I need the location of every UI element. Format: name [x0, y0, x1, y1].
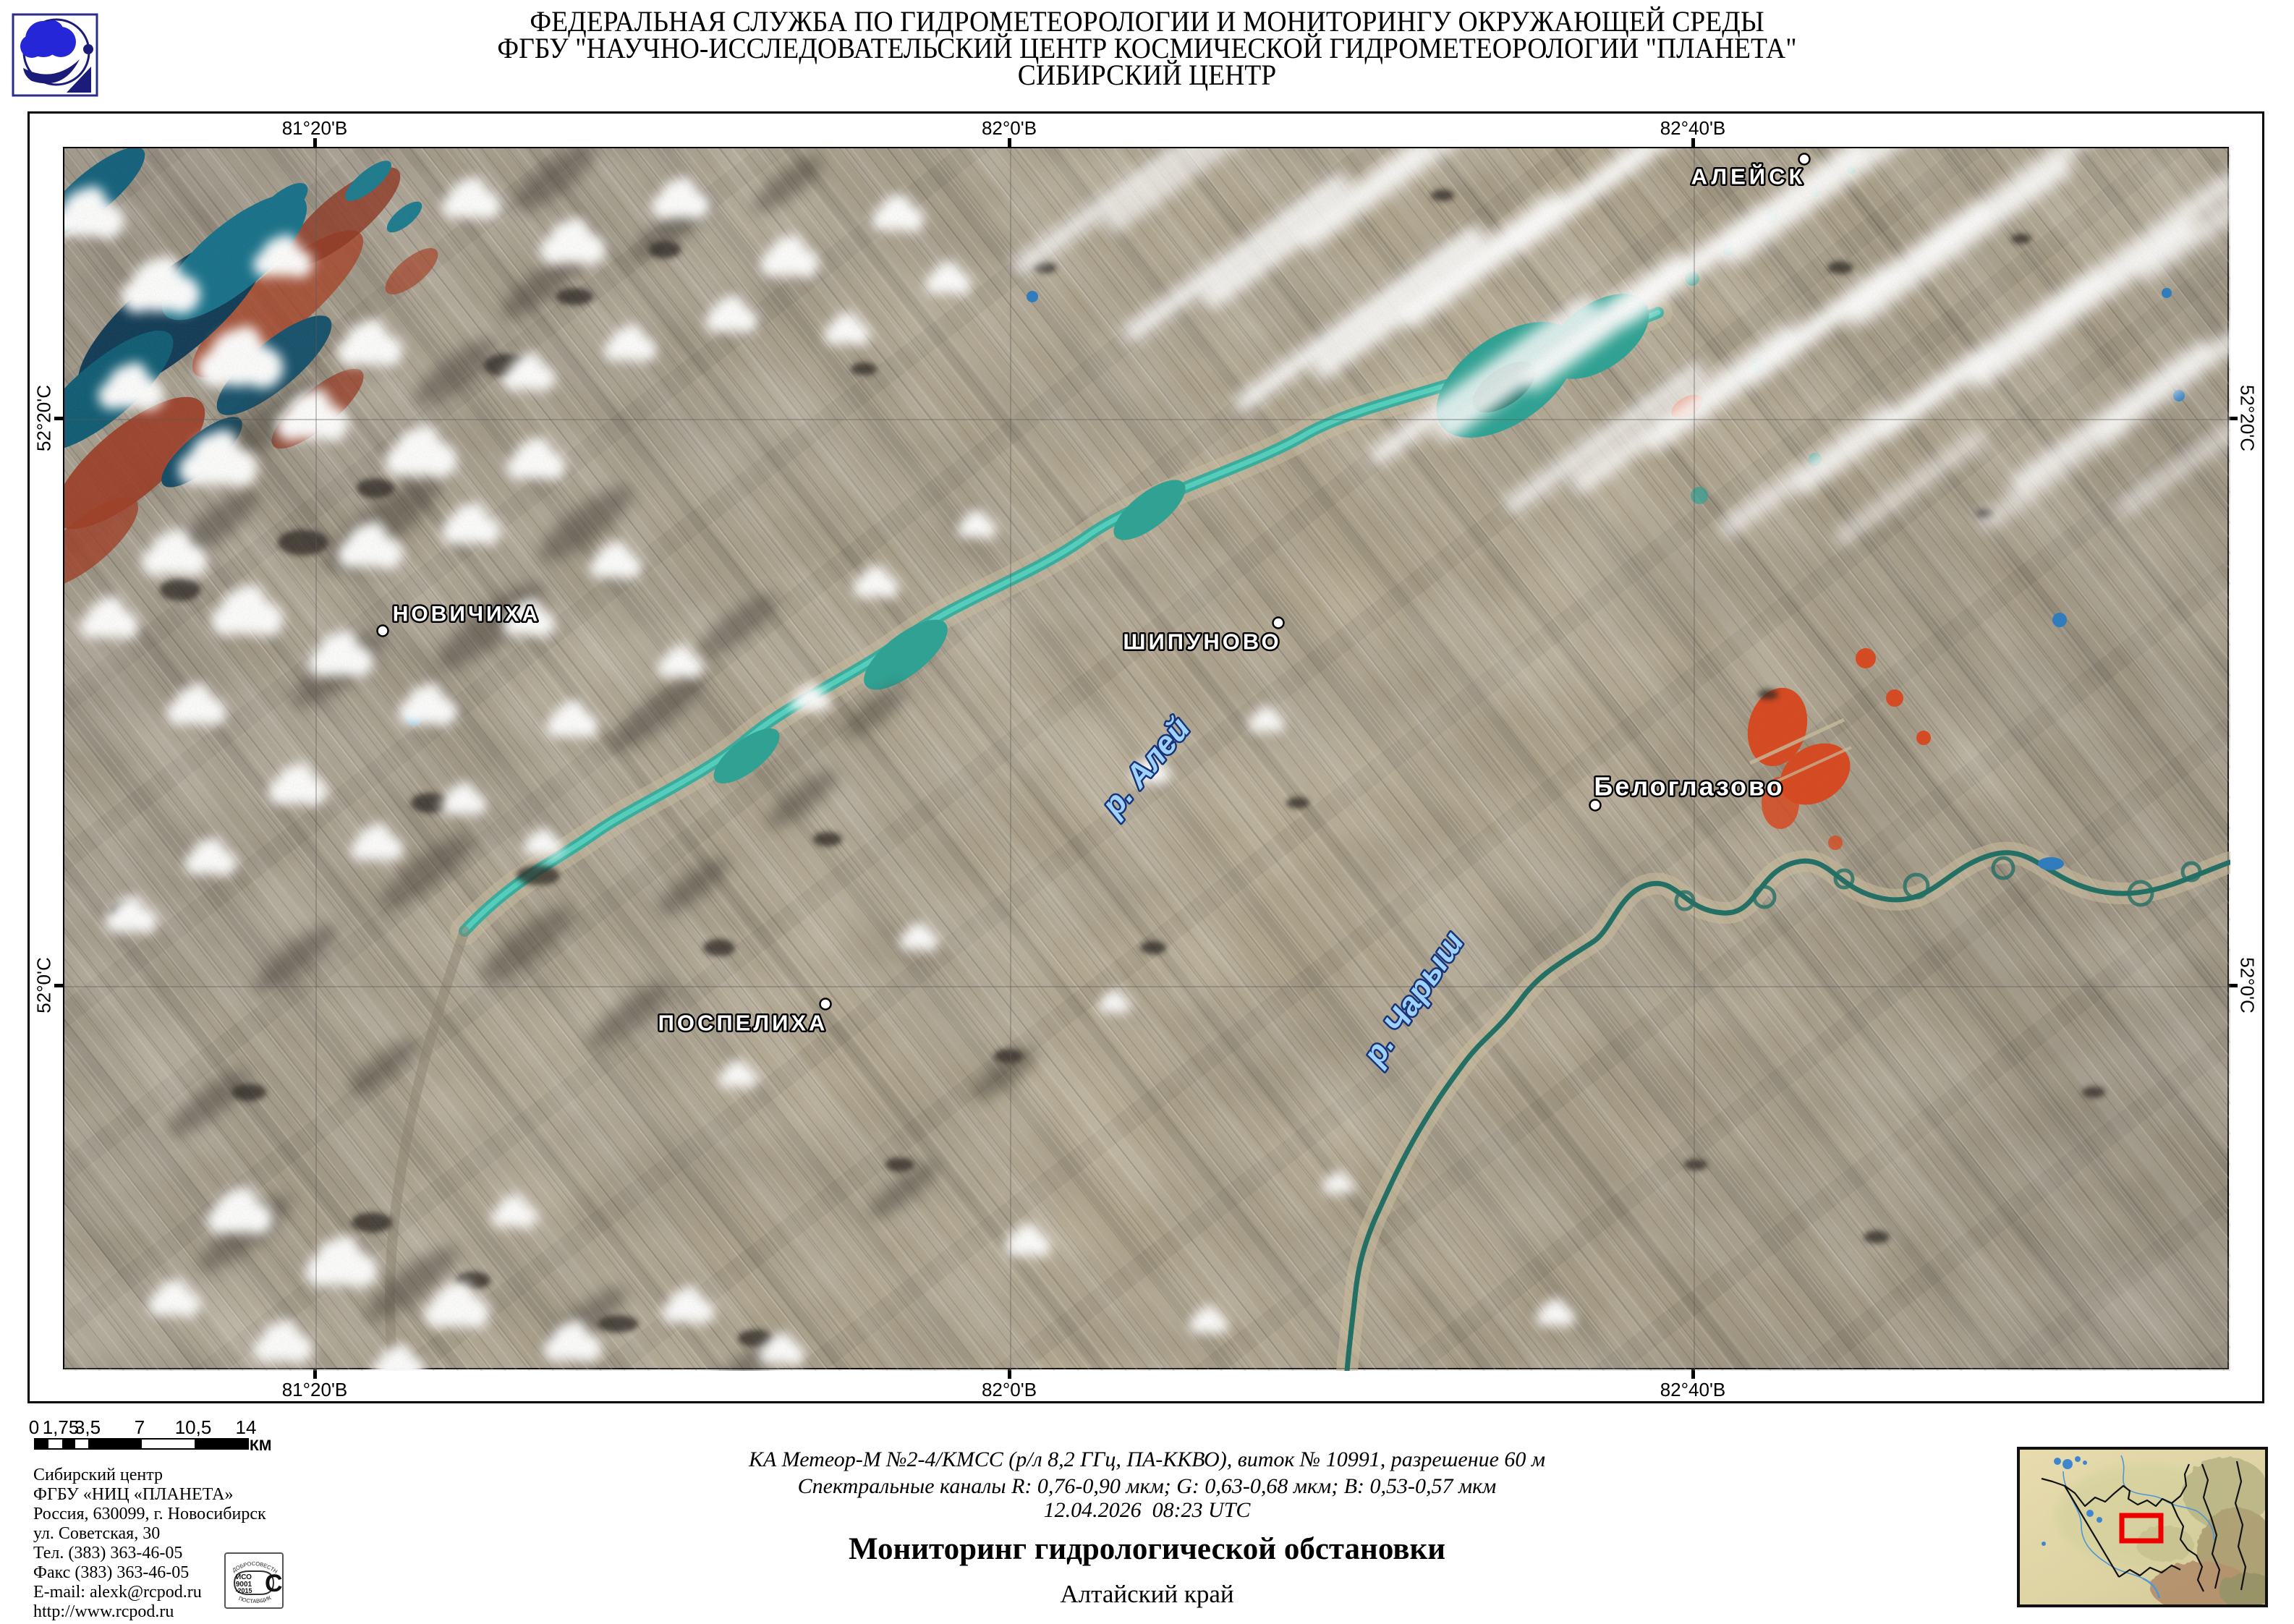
scalebar-label: 7: [134, 1416, 145, 1438]
city-label-shipunovo: ШИПУНОВО: [1123, 629, 1281, 655]
tick: [1691, 138, 1695, 147]
planeta-logo: [12, 13, 98, 97]
contact-website: http://www.rcpod.ru: [33, 1602, 174, 1621]
city-label-novichikha: НОВИЧИХА: [393, 603, 541, 626]
iso-badge: ДОБРОСОВЕСТНЫЙ ПОСТАВЩИК ИСО 9001 -2015 …: [224, 1552, 284, 1609]
scalebar-label: 14: [235, 1416, 257, 1438]
org-line-2: ФГБУ "НАУЧНО-ИССЛЕДОВАТЕЛЬСКИЙ ЦЕНТР КОС…: [497, 32, 1797, 64]
city-marker-aleysk: [1798, 153, 1811, 166]
tick: [1008, 138, 1011, 147]
badge-iso: ИСО: [236, 1573, 252, 1581]
inset-location-map: [2017, 1447, 2277, 1612]
inset-map-graphic: [2020, 1450, 2277, 1612]
tick: [2229, 984, 2238, 987]
city-markers: [376, 153, 1811, 1011]
satellite-overlay: АЛЕЙСК НОВИЧИХА ШИПУНОВО Белоглазово ПОС…: [64, 148, 2230, 1371]
org-line-3: СИБИРСКИЙ ЦЕНТР: [1017, 59, 1277, 91]
lat-label-left-1: 52°20'С: [33, 385, 55, 451]
region-name: Алтайский край: [1060, 1580, 1234, 1608]
scalebar-label: 0: [28, 1416, 40, 1438]
area-of-interest-rect: [2119, 1513, 2164, 1544]
contact-block: Сибирский центр ФГБУ «НИЦ «ПЛАНЕТА» Росс…: [33, 1466, 266, 1622]
city-label-pospelikha: ПОСПЕЛИХА: [658, 1011, 828, 1036]
city-marker-beloglazovo: [1589, 799, 1602, 812]
tick: [313, 1369, 317, 1379]
scalebar-label: 3,5: [74, 1416, 101, 1438]
acquisition-datetime: 12.04.2026 08:23 UTC: [1043, 1498, 1251, 1522]
badge-num: 9001: [236, 1581, 252, 1589]
satellite-info-line-2: Спектральные каналы R: 0,76-0,90 мкм; G:…: [797, 1474, 1497, 1498]
graticule: [64, 148, 2230, 1371]
contact-line: ул. Советская, 30: [33, 1524, 161, 1543]
scalebar-label: 1,75: [42, 1416, 80, 1438]
lon-label-bottom-1: 81°20'В: [281, 1379, 348, 1400]
scalebar-unit: КМ: [250, 1437, 272, 1454]
lon-label-top-3: 82°40'В: [1660, 117, 1726, 139]
product-title: Мониторинг гидрологической обстановки: [848, 1532, 1446, 1566]
tick: [54, 417, 63, 420]
contact-line: ФГБУ «НИЦ «ПЛАНЕТА»: [33, 1485, 234, 1504]
lon-label-bottom-2: 82°0'В: [981, 1379, 1037, 1400]
tick: [313, 138, 317, 147]
tick: [54, 984, 63, 987]
lat-label-right-1: 52°20'С: [2236, 385, 2259, 451]
city-marker-pospelikha: [819, 998, 832, 1011]
scalebar-label: 10,5: [174, 1416, 212, 1438]
contact-line: Тел. (383) 363-46-05: [33, 1544, 183, 1563]
satellite-info-line-1: КА Метеор-М №2-4/КМСС (р/л 8,2 ГГц, ПА-К…: [748, 1447, 1546, 1471]
contact-line: Россия, 630099, г. Новосибирск: [33, 1505, 266, 1523]
city-label-aleysk: АЛЕЙСК: [1691, 163, 1806, 190]
tick: [2229, 417, 2238, 420]
lon-label-bottom-3: 82°40'В: [1660, 1379, 1726, 1400]
lon-label-top-1: 81°20'В: [281, 117, 348, 139]
badge-letter: С: [265, 1570, 283, 1597]
inset-boundaries: [2041, 1461, 2247, 1592]
lat-label-left-2: 52°0'С: [33, 957, 55, 1013]
scalebar-bar: [34, 1438, 249, 1450]
lon-label-top-2: 82°0'В: [981, 117, 1037, 139]
satellite-image: АЛЕЙСК НОВИЧИХА ШИПУНОВО Белоглазово ПОС…: [63, 147, 2230, 1371]
tick: [1008, 1369, 1011, 1379]
lat-label-right-2: 52°0'С: [2236, 957, 2259, 1013]
city-marker-novichikha: [376, 624, 389, 637]
planeta-logo-icon: [12, 13, 98, 97]
org-line-1: ФЕДЕРАЛЬНАЯ СЛУЖБА ПО ГИДРОМЕТЕОРОЛОГИИ …: [530, 5, 1764, 38]
grain-overlay: [64, 148, 2230, 1371]
badge-year: -2015: [235, 1587, 252, 1594]
contact-line: Факс (383) 363-46-05: [33, 1563, 190, 1582]
inset-lakes: [2042, 1456, 2102, 1546]
city-marker-shipunovo: [1272, 616, 1285, 629]
city-label-beloglazovo: Белоглазово: [1594, 772, 1784, 802]
contact-email: E-mail: alexk@rcpod.ru: [33, 1583, 202, 1602]
contact-line: Сибирский центр: [33, 1466, 163, 1484]
tick: [1691, 1369, 1695, 1379]
